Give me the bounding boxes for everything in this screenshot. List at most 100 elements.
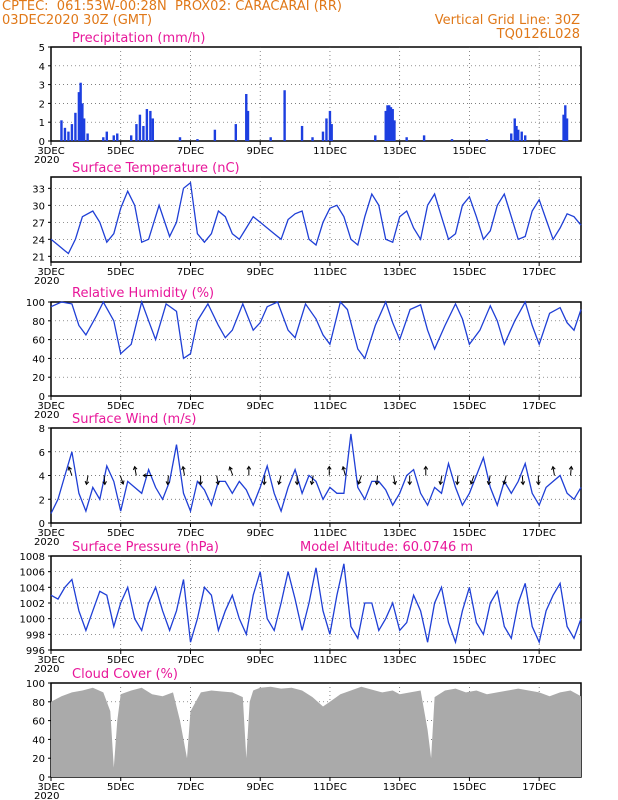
precip-bar xyxy=(422,135,426,141)
series-line xyxy=(50,181,582,255)
panel-title: Surface Pressure (hPa) xyxy=(72,540,219,555)
y-tick-label: 60 xyxy=(32,717,45,728)
y-tick-label: 60 xyxy=(32,336,45,347)
precip-bar xyxy=(391,109,394,141)
wind-arrow-shaft xyxy=(119,475,124,485)
y-tick-label: 1002 xyxy=(20,599,45,610)
precip-bar xyxy=(517,129,520,141)
y-tick-label: 100 xyxy=(26,679,45,690)
precip-bar xyxy=(562,114,565,141)
y-tick-label: 20 xyxy=(32,373,45,384)
wind-arrow-shaft xyxy=(182,466,186,476)
y-tick-label: 80 xyxy=(32,698,45,709)
x-tick-label: 9DEC xyxy=(247,782,274,793)
y-tick-label: 2 xyxy=(39,99,45,110)
panel-title: Surface Wind (m/s) xyxy=(72,412,196,427)
x-tick-label: 13DEC xyxy=(383,146,417,157)
wind-arrow-shaft xyxy=(263,475,266,485)
wind-arrow-head xyxy=(262,481,267,486)
panel-frame xyxy=(50,301,582,397)
wind-arrow-head xyxy=(215,480,221,486)
wind-arrow-head xyxy=(486,480,492,486)
x-tick-label: 11DEC xyxy=(313,146,347,157)
wind-arrow-shaft xyxy=(167,475,169,485)
wind-arrow-shaft xyxy=(357,475,362,485)
y-tick-label: 1 xyxy=(39,118,45,129)
panel-frame xyxy=(50,46,582,142)
y-tick-label: 3 xyxy=(39,81,45,92)
x-tick-label: 15DEC xyxy=(453,267,487,278)
precip-bar xyxy=(510,133,513,141)
x-tick-label: 11DEC xyxy=(313,267,347,278)
x-tick-label: 5DEC xyxy=(107,782,134,793)
precip-bar xyxy=(515,125,518,141)
precip-bar xyxy=(149,110,152,141)
precip-bar xyxy=(325,118,328,141)
wind-arrow-head xyxy=(520,481,526,486)
x-tick-label: 11DEC xyxy=(313,401,347,412)
x-tick-label: 9DEC xyxy=(247,146,274,157)
wind-arrow-head xyxy=(423,465,429,470)
precip-bar xyxy=(328,110,332,141)
wind-arrow-head xyxy=(67,466,72,471)
x-tick-label: 3DEC xyxy=(37,782,64,793)
wind-arrow-shaft xyxy=(68,466,73,476)
panel-title: Surface Temperature (nC) xyxy=(72,161,240,176)
x-tick-label: 17DEC xyxy=(522,267,556,278)
precip-bar xyxy=(196,139,199,141)
wind-arrow-head xyxy=(551,465,556,471)
wind-arrow-head xyxy=(246,465,252,470)
panel-frame xyxy=(50,176,582,263)
wind-arrow-head xyxy=(309,480,315,486)
precip-bar xyxy=(135,124,138,141)
precip-bar xyxy=(74,112,77,141)
wind-arrow-head xyxy=(502,480,507,486)
y-tick-label: 0 xyxy=(39,773,45,784)
wind-arrow-head xyxy=(374,481,380,486)
panel-title: Cloud Cover (%) xyxy=(72,667,178,682)
wind-arrow-head xyxy=(120,480,125,485)
panel-title: Precipitation (mm/h) xyxy=(72,31,205,46)
series-line xyxy=(50,433,582,514)
x-tick-label: 17DEC xyxy=(522,655,556,666)
wind-arrow-head xyxy=(568,465,574,470)
x-tick-label: 3DEC xyxy=(37,655,64,666)
wind-arrow-head xyxy=(181,465,186,471)
y-tick-label: 24 xyxy=(32,235,45,246)
x-tick-label: 17DEC xyxy=(522,146,556,157)
precip-bar xyxy=(450,139,454,141)
wind-arrow-head xyxy=(142,473,147,478)
x-tick-label: 9DEC xyxy=(247,267,274,278)
precip-bar xyxy=(300,125,304,141)
x-tick-label: 11DEC xyxy=(313,782,347,793)
wind-arrow-head xyxy=(84,480,90,486)
precip-bar xyxy=(67,131,70,141)
precip-bar xyxy=(145,109,149,141)
wind-arrow-head xyxy=(438,480,444,486)
precip-bar xyxy=(105,131,108,141)
precip-bar xyxy=(311,137,314,141)
x-tick-label: 3DEC xyxy=(37,146,64,157)
precip-bar xyxy=(386,105,389,141)
y-tick-label: 21 xyxy=(32,252,45,263)
precip-bar xyxy=(82,118,86,141)
precip-bar xyxy=(86,133,89,141)
y-tick-label: 40 xyxy=(32,735,45,746)
x-tick-label: 9DEC xyxy=(247,528,274,539)
x-tick-label: 17DEC xyxy=(522,401,556,412)
wind-arrow-shaft xyxy=(552,466,555,476)
precip-bar xyxy=(405,137,408,141)
x-tick-label: 17DEC xyxy=(522,528,556,539)
x-tick-label: 15DEC xyxy=(453,401,487,412)
wind-arrow-head xyxy=(392,480,397,486)
y-tick-label: 30 xyxy=(32,201,45,212)
precip-bar xyxy=(283,90,286,141)
precip-bar xyxy=(245,94,248,141)
y-tick-label: 1000 xyxy=(20,615,45,626)
x-year-label: 2020 xyxy=(34,155,59,166)
wind-arrow-head xyxy=(102,481,107,486)
precip-bar xyxy=(81,103,84,141)
wind-arrow-shaft xyxy=(456,475,459,485)
y-tick-label: 1008 xyxy=(20,552,45,563)
